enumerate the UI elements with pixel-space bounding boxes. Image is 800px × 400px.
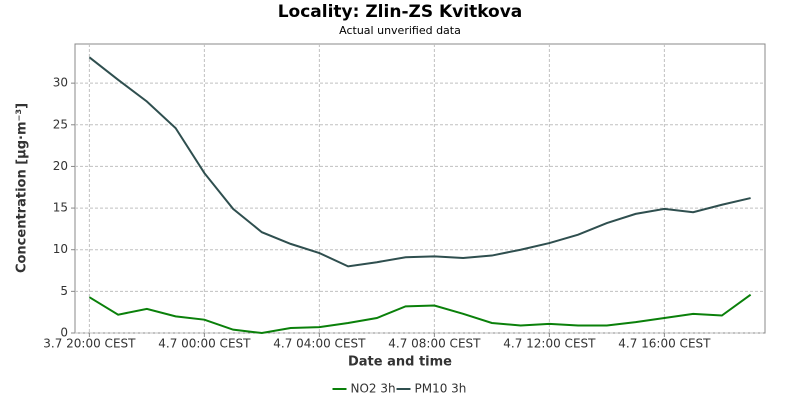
x-tick-label: 4.7 12:00 CEST (503, 337, 596, 351)
x-tick-label: 4.7 08:00 CEST (388, 337, 481, 351)
y-tick-label: 25 (53, 117, 68, 131)
data-line (88, 293, 752, 335)
y-axis-label: Concentration [µg·m⁻³] (15, 103, 30, 273)
y-tick-label: 20 (53, 159, 68, 173)
x-tick-label: 4.7 00:00 CEST (158, 337, 251, 351)
x-tick-label: 4.7 04:00 CEST (273, 337, 366, 351)
data-line (88, 56, 751, 268)
x-tick-label: 4.7 16:00 CEST (618, 337, 711, 351)
y-tick-label: 10 (53, 242, 68, 256)
chart-subtitle: Actual unverified data (339, 24, 461, 37)
y-tick-label: 0 (60, 326, 68, 340)
chart-title: Locality: Zlin-ZS Kvitkova (278, 2, 523, 22)
legend-label: NO2 3h (351, 382, 396, 396)
x-tick-label: 3.7 20:00 CEST (43, 337, 136, 351)
legend-label: PM10 3h (415, 382, 467, 396)
y-tick-label: 30 (53, 76, 68, 90)
y-tick-label: 15 (53, 201, 68, 215)
x-axis-label: Date and time (348, 355, 452, 370)
y-tick-label: 5 (60, 284, 68, 298)
